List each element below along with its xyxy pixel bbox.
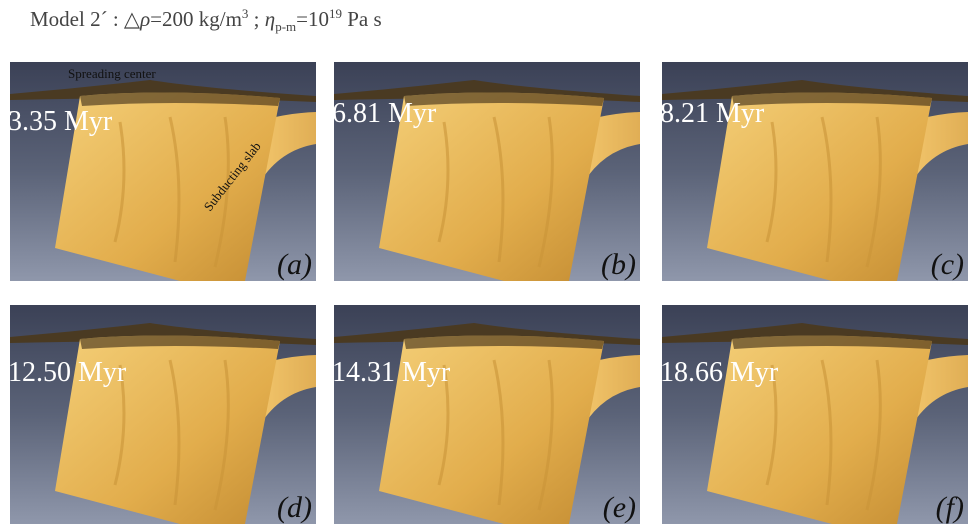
- panel: 8.21 Myr (c): [662, 62, 968, 281]
- panel: 12.50 Myr (d): [10, 305, 316, 524]
- title-text: =10: [296, 7, 329, 31]
- title-text: Model 2´ : △: [30, 7, 140, 31]
- panel-label: (e): [603, 491, 636, 524]
- panel: 18.66 Myr (f): [662, 305, 968, 524]
- panel: 14.31 Myr (e): [334, 305, 640, 524]
- title-text: ;: [248, 7, 264, 31]
- panel-label: (c): [931, 248, 964, 281]
- panel: 6.81 Myr (b): [334, 62, 640, 281]
- panel-label: (f): [936, 491, 964, 524]
- title-text: ρ: [140, 7, 150, 31]
- time-label: 3.35 Myr: [10, 106, 113, 137]
- figure-title: Model 2´ : △ρ=200 kg/m3 ; ηp-m=1019 Pa s: [30, 6, 382, 35]
- time-label: 14.31 Myr: [334, 357, 451, 388]
- title-text: =200 kg/m: [150, 7, 242, 31]
- title-sup: 19: [329, 6, 342, 21]
- panel-label: (a): [277, 248, 312, 281]
- time-label: 6.81 Myr: [334, 98, 437, 129]
- annotation: Spreading center: [68, 66, 156, 81]
- title-text: Pa s: [342, 7, 382, 31]
- title-sub: p-m: [275, 19, 296, 34]
- time-label: 18.66 Myr: [662, 357, 779, 388]
- panel-label: (b): [601, 248, 636, 281]
- panel: Spreading center Subducting slab 3.35 My…: [10, 62, 316, 281]
- panel-label: (d): [277, 491, 312, 524]
- time-label: 8.21 Myr: [662, 98, 765, 129]
- title-text: η: [265, 7, 275, 31]
- figure: Model 2´ : △ρ=200 kg/m3 ; ηp-m=1019 Pa s: [0, 0, 972, 525]
- time-label: 12.50 Myr: [10, 357, 127, 388]
